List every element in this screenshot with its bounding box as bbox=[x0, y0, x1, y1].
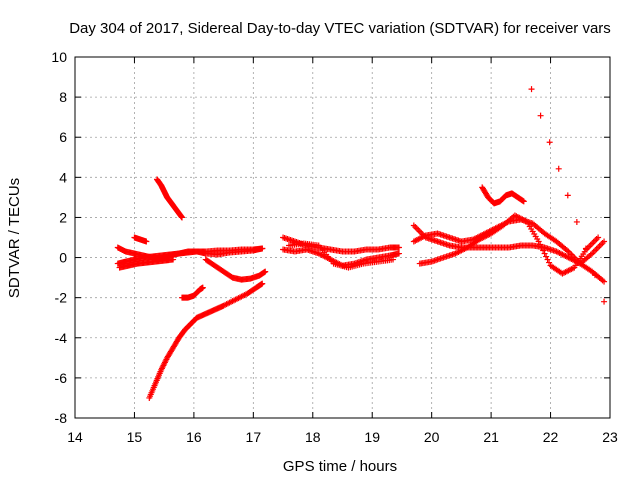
series-outliers bbox=[528, 86, 608, 305]
series-dip-sixteen bbox=[202, 256, 269, 283]
data-point bbox=[573, 218, 580, 225]
data-point bbox=[170, 256, 177, 263]
data-point bbox=[546, 259, 553, 266]
data-point bbox=[555, 165, 562, 172]
data-point bbox=[538, 244, 545, 251]
data-point bbox=[591, 272, 598, 279]
y-tick-label: 2 bbox=[59, 209, 67, 225]
y-tick-label: -6 bbox=[55, 370, 68, 386]
data-point bbox=[537, 112, 544, 119]
x-tick-label: 20 bbox=[424, 429, 440, 445]
series-track-c-mid bbox=[286, 240, 397, 271]
data-point bbox=[601, 298, 608, 305]
data-point bbox=[259, 280, 266, 287]
data-point bbox=[395, 250, 402, 257]
data-point bbox=[544, 256, 551, 263]
y-tick-label: -4 bbox=[55, 330, 68, 346]
data-point bbox=[199, 284, 206, 291]
x-tick-label: 17 bbox=[246, 429, 262, 445]
data-point bbox=[262, 268, 269, 275]
y-tick-label: -2 bbox=[55, 290, 68, 306]
data-point bbox=[546, 139, 553, 146]
data-point bbox=[595, 234, 602, 241]
data-point bbox=[395, 244, 402, 251]
chart-title: Day 304 of 2017, Sidereal Day-to-day VTE… bbox=[69, 20, 611, 37]
y-tick-label: 10 bbox=[51, 49, 67, 65]
data-point bbox=[564, 192, 571, 199]
data-point bbox=[540, 247, 547, 254]
series-mid-negative bbox=[179, 284, 206, 301]
y-tick-label: 4 bbox=[59, 169, 67, 185]
x-tick-label: 19 bbox=[364, 429, 380, 445]
data-point bbox=[537, 241, 544, 248]
tick-labels: 14 15 16 17 18 19 20 21 22 23 -8 -6 -4 -2 0 2 4 6 8 10 bbox=[51, 49, 618, 445]
series-rise-high bbox=[131, 234, 150, 245]
data-point bbox=[179, 214, 185, 221]
y-axis-title: SDTVAR / TECUs bbox=[6, 178, 23, 298]
x-axis-title: GPS time / hours bbox=[283, 458, 397, 475]
series-steep-rise bbox=[146, 280, 266, 401]
y-tick-label: -8 bbox=[55, 410, 68, 426]
series-track-c-late bbox=[416, 212, 602, 277]
data-point bbox=[543, 253, 550, 260]
x-tick-label: 22 bbox=[543, 429, 559, 445]
data-point bbox=[601, 278, 608, 285]
series-fall-high bbox=[154, 176, 185, 221]
x-tick-label: 23 bbox=[602, 429, 618, 445]
y-tick-label: 6 bbox=[59, 129, 67, 145]
data-point bbox=[143, 238, 150, 245]
data-point bbox=[535, 238, 542, 245]
plot-frame bbox=[74, 56, 611, 419]
x-tick-label: 16 bbox=[186, 429, 202, 445]
data-point bbox=[520, 198, 527, 205]
series-peak-late bbox=[479, 184, 527, 207]
series-track-c-early bbox=[116, 256, 177, 271]
data-points bbox=[114, 86, 608, 401]
series-track-b-early bbox=[114, 244, 266, 262]
x-tick-label: 15 bbox=[127, 429, 143, 445]
data-point bbox=[528, 86, 535, 93]
x-tick-label: 21 bbox=[483, 429, 499, 445]
data-point bbox=[541, 250, 548, 257]
data-point bbox=[582, 245, 589, 252]
data-point bbox=[601, 238, 608, 245]
data-point bbox=[259, 245, 266, 252]
y-tick-label: 0 bbox=[59, 250, 67, 266]
x-tick-label: 18 bbox=[305, 429, 321, 445]
x-tick-label: 14 bbox=[67, 429, 83, 445]
axis-ticks bbox=[74, 56, 611, 419]
data-point bbox=[390, 256, 397, 263]
series-track-a-late bbox=[410, 222, 608, 285]
y-tick-label: 8 bbox=[59, 89, 67, 105]
